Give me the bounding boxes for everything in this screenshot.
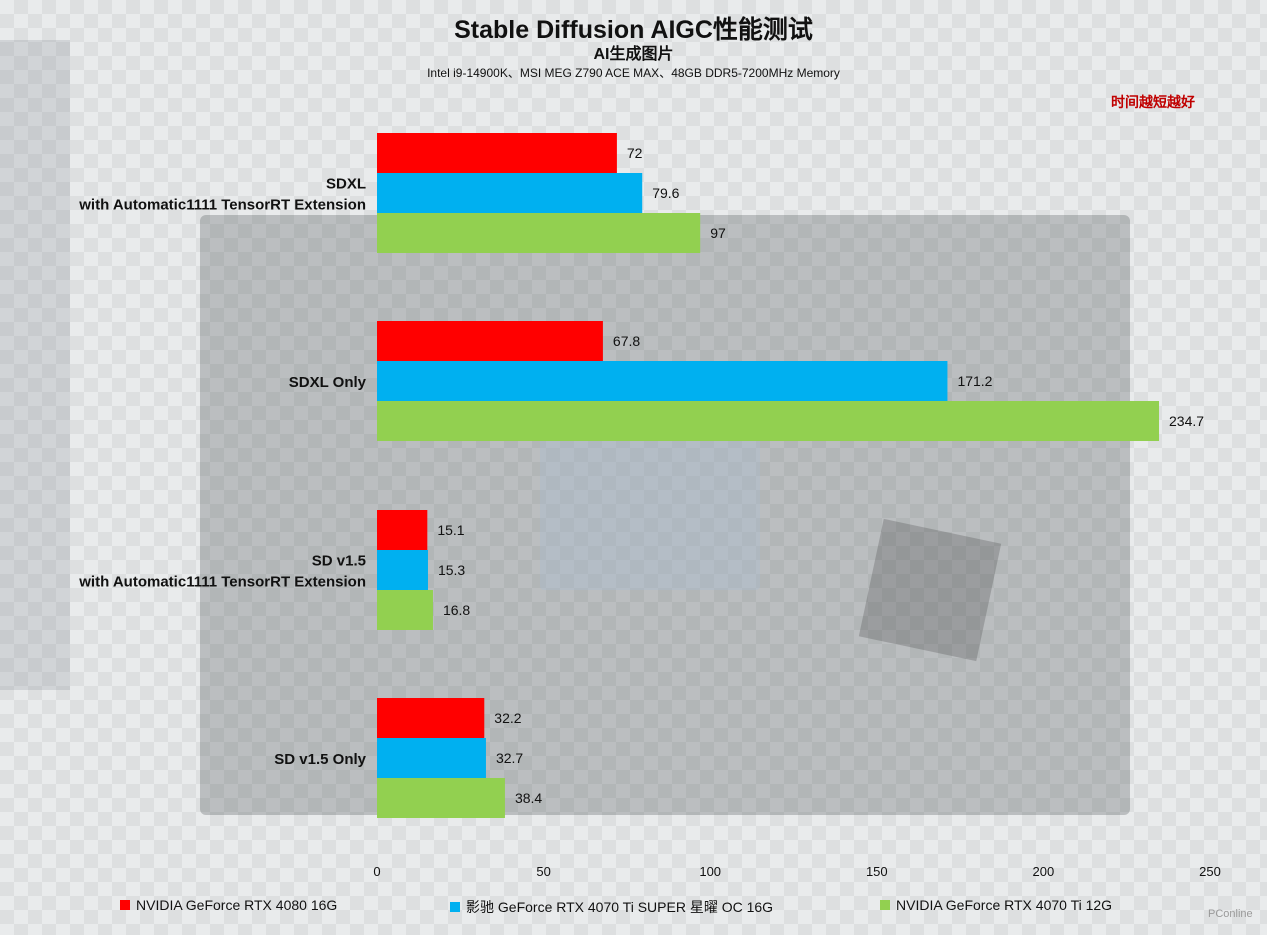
data-label-2-2: 16.8 — [443, 602, 470, 618]
bar-1-1 — [377, 361, 948, 401]
background-gpu-chip — [540, 430, 760, 590]
bar-0-2 — [377, 213, 701, 253]
category-label-2-1: with Automatic1111 TensorRT Extension — [78, 574, 366, 591]
chart-title: Stable Diffusion AIGC性能测试 — [454, 16, 813, 44]
legend-item-1: 影驰 GeForce RTX 4070 Ti SUPER 星曜 OC 16G — [450, 897, 773, 917]
bar-2-2 — [377, 590, 433, 630]
legend-label-0: NVIDIA GeForce RTX 4080 16G — [136, 897, 338, 913]
watermark: PConline — [1208, 908, 1253, 920]
data-label-3-0: 32.2 — [494, 710, 521, 726]
lower-is-better-note: 时间越短越好 — [1111, 94, 1195, 110]
bar-3-1 — [377, 738, 486, 778]
category-label-1-0: SDXL Only — [289, 374, 367, 391]
data-label-1-1: 171.2 — [957, 373, 992, 389]
category-label-0-0: SDXL — [326, 176, 366, 193]
x-tick-label-0: 0 — [373, 864, 380, 879]
x-tick-label-2: 100 — [699, 864, 721, 879]
legend-swatch-2 — [880, 900, 890, 910]
chart-subtitle: AI生成图片 — [593, 46, 674, 63]
data-label-0-2: 97 — [710, 225, 726, 241]
bar-0-0 — [377, 133, 617, 173]
bar-2-0 — [377, 510, 428, 550]
bar-2-1 — [377, 550, 428, 590]
legend-swatch-1 — [450, 902, 460, 912]
x-tick-label-1: 50 — [536, 864, 550, 879]
category-label-3-0: SD v1.5 Only — [274, 751, 366, 768]
x-tick-label-3: 150 — [866, 864, 888, 879]
x-tick-label-4: 200 — [1033, 864, 1055, 879]
data-label-3-1: 32.7 — [496, 750, 523, 766]
legend-item-0: NVIDIA GeForce RTX 4080 16G — [120, 897, 337, 913]
data-label-0-0: 72 — [627, 145, 643, 161]
background-circuit-board — [200, 215, 1130, 815]
bar-1-0 — [377, 321, 603, 361]
data-label-0-1: 79.6 — [652, 185, 679, 201]
x-tick-label-5: 250 — [1199, 864, 1221, 879]
bar-3-0 — [377, 698, 485, 738]
data-label-1-2: 234.7 — [1169, 413, 1204, 429]
bar-1-2 — [377, 401, 1160, 441]
data-label-2-0: 15.1 — [437, 522, 464, 538]
category-label-2-0: SD v1.5 — [312, 553, 366, 570]
data-label-1-0: 67.8 — [613, 333, 640, 349]
data-label-3-2: 38.4 — [515, 790, 542, 806]
legend-label-2: NVIDIA GeForce RTX 4070 Ti 12G — [896, 897, 1113, 913]
legend-item-2: NVIDIA GeForce RTX 4070 Ti 12G — [880, 897, 1112, 913]
legend: NVIDIA GeForce RTX 4080 16G 影驰 GeForce RT… — [120, 897, 1180, 917]
legend-swatch-0 — [120, 900, 130, 910]
data-label-2-1: 15.3 — [438, 562, 465, 578]
test-platform-info: Intel i9-14900K、MSI MEG Z790 ACE MAX、48G… — [427, 66, 840, 80]
bar-0-1 — [377, 173, 643, 213]
category-label-0-1: with Automatic1111 TensorRT Extension — [78, 197, 366, 214]
legend-label-1: 影驰 GeForce RTX 4070 Ti SUPER 星曜 OC 16G — [466, 899, 774, 915]
background-bracket — [0, 40, 70, 690]
bar-3-2 — [377, 778, 505, 818]
